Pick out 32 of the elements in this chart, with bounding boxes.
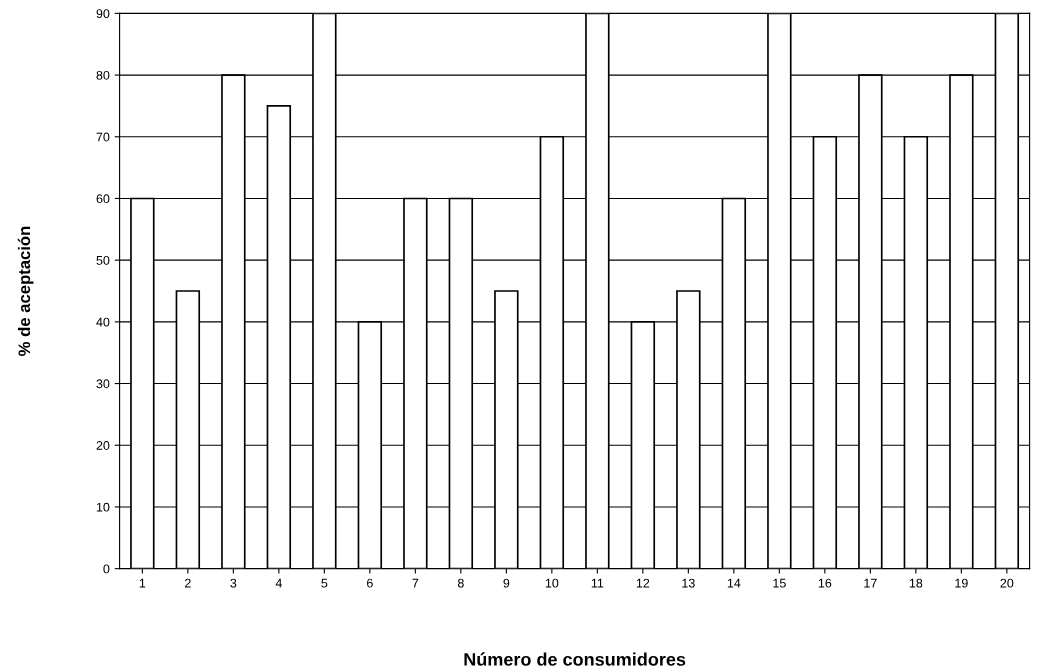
y-tick-label: 70 (96, 132, 110, 142)
x-tick-label: 19 (955, 578, 968, 588)
x-tick-label: 9 (503, 578, 510, 588)
x-tick-label: 3 (230, 578, 237, 588)
y-tick-label: 20 (96, 441, 110, 450)
y-tick-label: 80 (96, 70, 110, 80)
x-tick-label: 8 (457, 578, 464, 588)
y-tick-label: 90 (96, 9, 110, 19)
x-tick-label: 12 (636, 578, 650, 588)
x-tick-label: 7 (412, 578, 419, 588)
x-tick-label: 17 (864, 578, 877, 588)
x-tick-label: 6 (367, 578, 373, 588)
x-tick-label: 11 (591, 578, 604, 588)
x-tick-label: 2 (185, 578, 191, 588)
y-tick-label: 0 (103, 564, 110, 574)
x-tick-label: 16 (818, 578, 832, 588)
x-tick-label: 1 (139, 578, 146, 588)
y-tick-label: 60 (96, 194, 110, 204)
x-tick-label: 20 (1000, 578, 1014, 588)
x-tick-label: 15 (773, 578, 786, 588)
x-axis-title: Número de consumidores (464, 652, 686, 666)
x-tick-label: 10 (545, 578, 559, 588)
x-tick-label: 14 (727, 578, 741, 588)
x-tick-label: 5 (321, 578, 328, 588)
x-tick-label: 4 (275, 578, 282, 588)
y-tick-label: 50 (96, 255, 110, 265)
x-tick-label: 13 (682, 578, 695, 588)
y-axis-title: % de aceptación (17, 226, 34, 356)
x-tick-label: 18 (909, 578, 923, 588)
y-tick-label: 40 (96, 317, 110, 327)
y-tick-label: 30 (96, 379, 110, 389)
y-tick-label: 10 (96, 502, 110, 512)
